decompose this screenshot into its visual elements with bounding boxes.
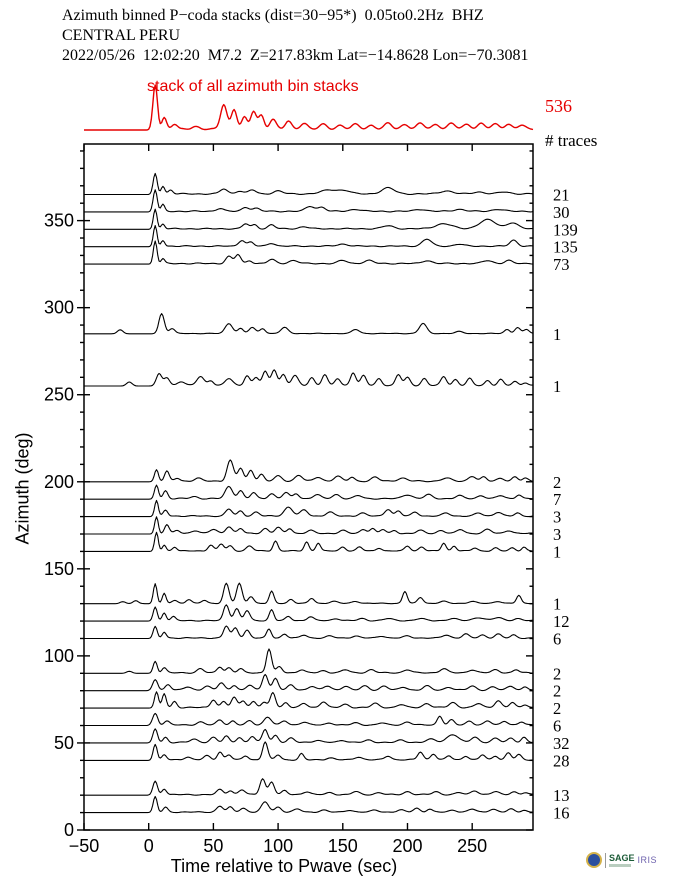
trace-count: 2: [553, 682, 561, 701]
x-tick-label: 200: [392, 836, 422, 856]
trace-count: 2: [553, 664, 561, 683]
y-tick-label: 350: [44, 211, 74, 231]
trace-count: 139: [553, 220, 578, 239]
x-tick-label: 250: [457, 836, 487, 856]
trace-az-130: [84, 582, 534, 605]
trace-az-325: [84, 240, 534, 265]
stack-of-all-bins-trace: [84, 84, 534, 131]
trace-az-20: [84, 778, 534, 796]
trace-az-110: [84, 625, 534, 640]
y-tick-label: 100: [44, 646, 74, 666]
trace-az-70: [84, 691, 533, 709]
trace-count: 2: [553, 473, 561, 492]
figure-title-line1: Azimuth binned P−coda stacks (dist=30−95…: [62, 7, 484, 24]
y-tick-label: 200: [44, 472, 74, 492]
traces-column-header: # traces: [545, 131, 598, 150]
trace-count: 16: [553, 804, 570, 823]
trace-count: 1: [553, 595, 561, 614]
stack-annotation: stack of all azimuth bin stacks: [147, 78, 359, 95]
trace-count: 7: [553, 490, 561, 509]
trace-az-170: [84, 516, 534, 535]
trace-az-50: [84, 728, 533, 744]
trace-count: 30: [553, 203, 570, 222]
trace-az-90: [84, 648, 534, 674]
plot-frame: [83, 143, 534, 831]
x-tick-label: 0: [144, 836, 154, 856]
trace-az-160: [84, 531, 534, 552]
trace-count: 3: [553, 508, 561, 527]
trace-count: 1: [553, 542, 561, 561]
y-tick-label: 150: [44, 559, 74, 579]
stack-trace-count: 536: [545, 96, 572, 116]
trace-count: 3: [553, 525, 561, 544]
iris-wordmark: IRIS: [637, 855, 658, 865]
logo-divider: [605, 852, 606, 868]
y-tick-label: 50: [54, 733, 74, 753]
trace-az-335: [84, 224, 533, 248]
trace-az-345: [84, 208, 534, 230]
trace-az-120: [84, 604, 534, 622]
trace-count: 13: [553, 786, 570, 805]
sage-wordmark: SAGE: [609, 853, 635, 867]
x-tick-label: 100: [263, 836, 293, 856]
trace-count: 1: [553, 325, 561, 344]
x-axis-title: Time relative to Pwave (sec): [170, 856, 398, 876]
trace-az-190: [84, 484, 533, 500]
trace-count: 21: [553, 185, 570, 204]
trace-az-60: [84, 712, 534, 727]
y-tick-label: 300: [44, 298, 74, 318]
trace-count: 73: [553, 255, 570, 274]
trace-count: 28: [553, 751, 570, 770]
trace-az-10: [84, 795, 534, 814]
trace-az-355: [84, 189, 534, 213]
trace-az-365: [84, 172, 534, 196]
y-tick-label: 0: [64, 820, 74, 840]
trace-az-255: [84, 369, 533, 387]
trace-count: 6: [553, 717, 561, 736]
trace-az-80: [84, 673, 533, 692]
trace-az-40: [84, 741, 534, 761]
figure-title-line2: CENTRAL PERU: [62, 27, 181, 44]
x-tick-label: −50: [69, 836, 100, 856]
trace-az-200: [84, 459, 534, 483]
trace-count: 135: [553, 238, 578, 257]
event-info-line: 2022/05/26 12:02:20 M7.2 Z=217.83km Lat=…: [62, 47, 529, 64]
x-tick-label: 50: [203, 836, 223, 856]
x-tick-label: 150: [328, 836, 358, 856]
trace-count: 32: [553, 734, 570, 753]
trace-count: 12: [553, 612, 570, 631]
nsf-emblem-icon: [586, 852, 602, 868]
sage-iris-logo: SAGE IRIS: [586, 852, 657, 868]
y-tick-label: 250: [44, 385, 74, 405]
trace-count: 6: [553, 629, 561, 648]
trace-az-180: [84, 499, 534, 518]
trace-count: 1: [553, 377, 561, 396]
trace-count: 2: [553, 699, 561, 718]
trace-az-285: [84, 313, 534, 335]
